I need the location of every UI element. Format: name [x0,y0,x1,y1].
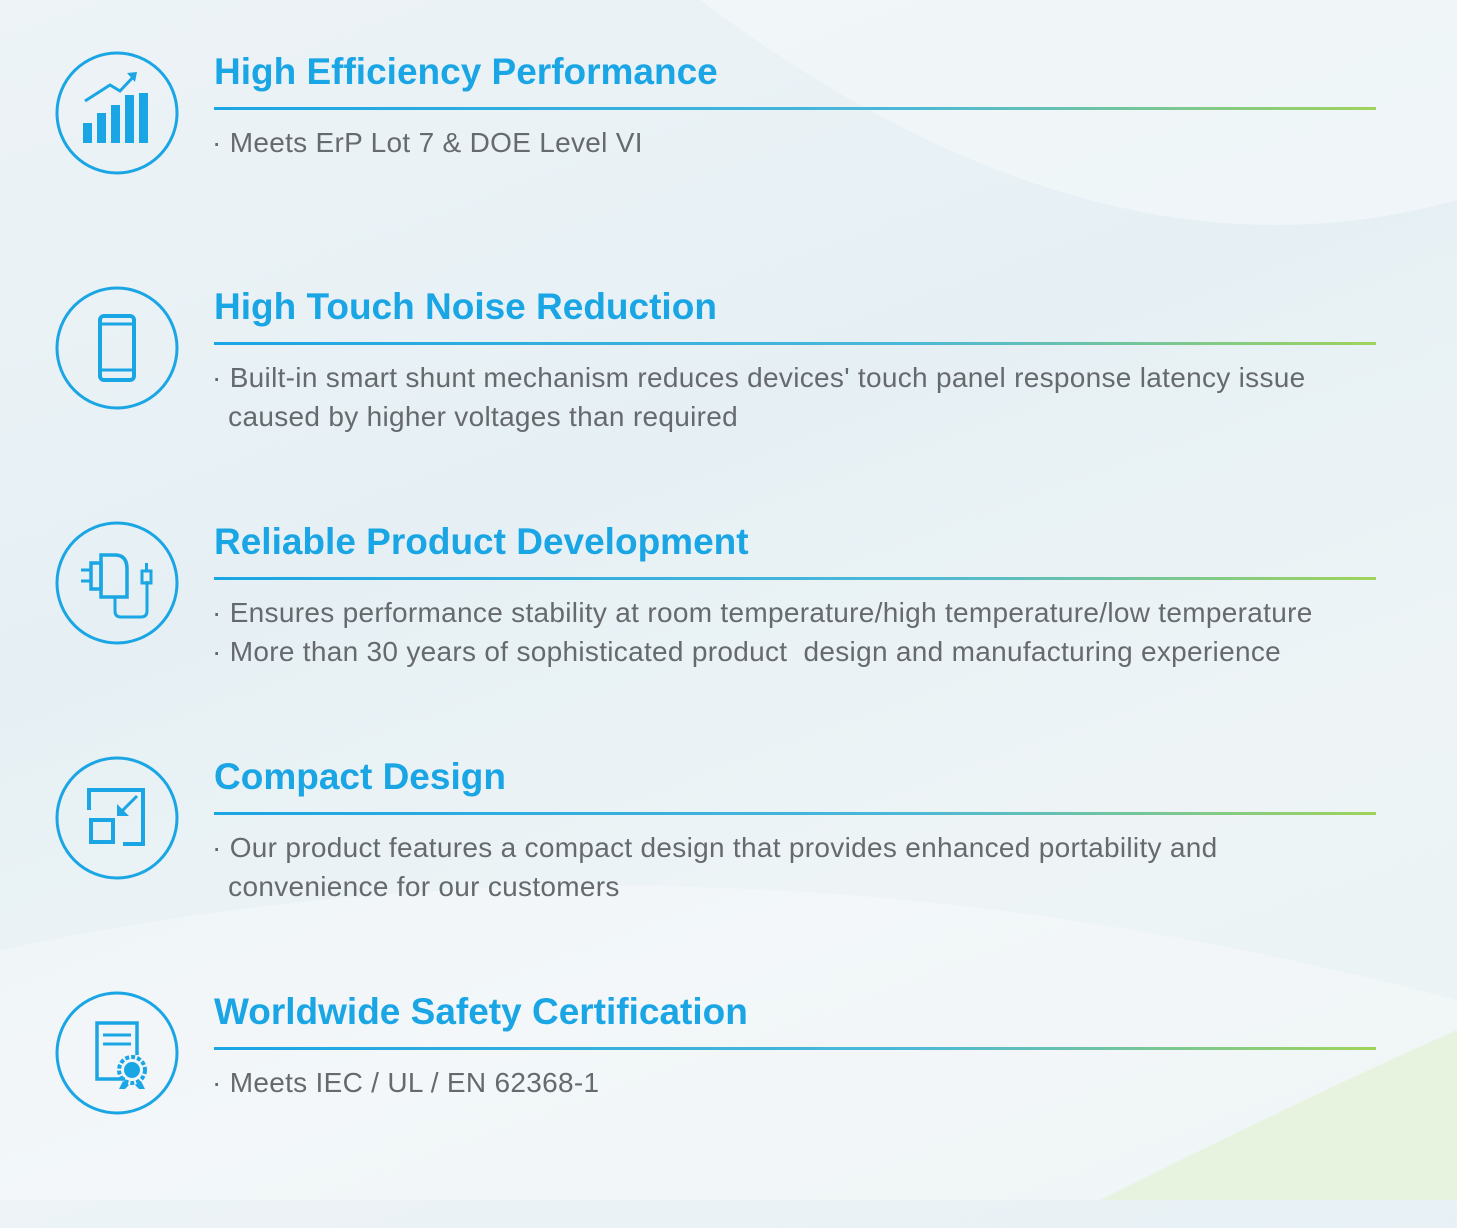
feature-bullet: · Meets IEC / UL / EN 62368-1 [212,1067,600,1098]
feature-high-efficiency: High Efficiency Performance · Meets ErP … [0,51,1457,288]
feature-title: Compact Design [214,756,506,797]
divider [214,1047,1376,1050]
power-adapter-icon [55,521,179,645]
feature-bullet: convenience for our customers [212,871,620,902]
smartphone-icon [55,286,179,410]
feature-safety-certification: Worldwide Safety Certification · Meets I… [0,991,1457,1228]
divider [214,342,1376,345]
feature-bullet: · Ensures performance stability at room … [212,597,1313,628]
divider [214,577,1376,580]
feature-compact-design: Compact Design · Our product features a … [0,756,1457,993]
compact-resize-icon [55,756,179,880]
divider [214,107,1376,110]
feature-title: Worldwide Safety Certification [214,991,748,1032]
feature-reliable-development: Reliable Product Development · Ensures p… [0,521,1457,758]
certificate-icon [55,991,179,1115]
feature-title: High Efficiency Performance [214,51,718,92]
feature-bullet: · Our product features a compact design … [212,832,1218,863]
feature-touch-noise: High Touch Noise Reduction · Built-in sm… [0,286,1457,523]
feature-bullet: caused by higher voltages than required [212,401,738,432]
feature-bullet: · Meets ErP Lot 7 & DOE Level VI [212,127,643,158]
feature-title: Reliable Product Development [214,521,749,562]
feature-title: High Touch Noise Reduction [214,286,717,327]
feature-bullet: · Built-in smart shunt mechanism reduces… [212,362,1306,393]
bar-chart-growth-icon [55,51,179,175]
divider [214,812,1376,815]
feature-bullet: · More than 30 years of sophisticated pr… [212,636,1281,667]
